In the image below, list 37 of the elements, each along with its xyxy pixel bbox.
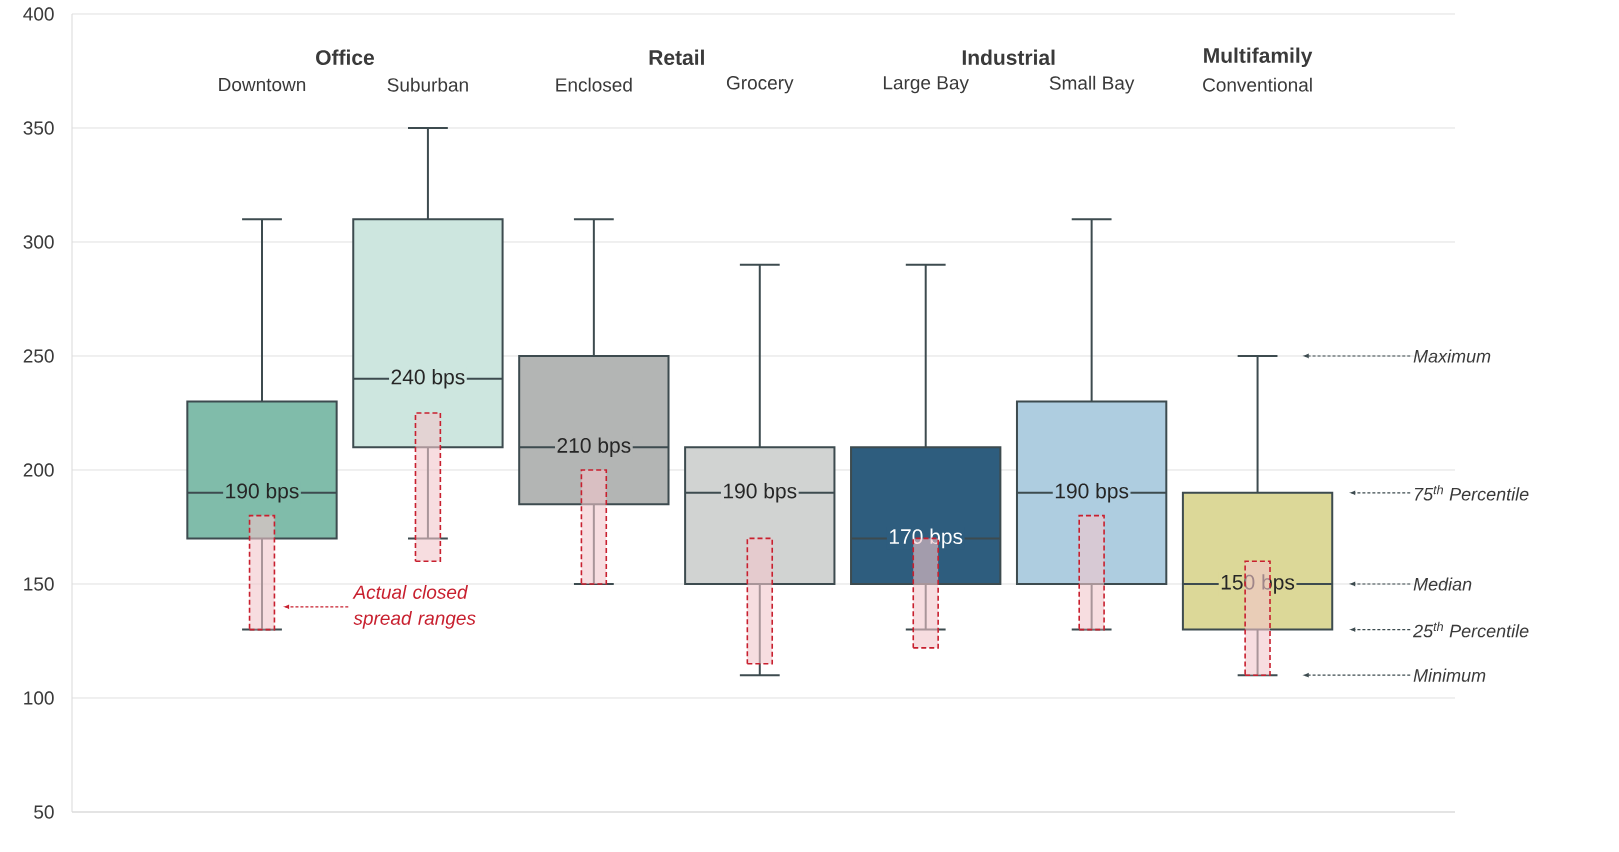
bar [746,537,774,665]
bar [1078,514,1105,631]
annotation: Multifamily [1204,47,1313,68]
annotation: Industrial [962,49,1055,66]
annotation: Retail [649,49,704,66]
x-tick-label: Enclosed [556,77,632,92]
legend-label: Actual closed spread ranges [352,584,476,629]
y-tick-label: 250 [23,349,54,363]
bar [414,412,442,562]
annotation: Office [316,49,374,66]
bar [248,514,276,631]
annotation: 190 bps [1055,483,1129,503]
annotation: 25$^{th}$ Percentile [1412,621,1529,638]
annotation: 170 bps [889,528,963,549]
x-tick-label: Grocery [726,76,794,94]
annotation: 190 bps [226,483,299,503]
x-tick-label: Small Bay [1049,75,1135,94]
y-tick-label: 400 [23,7,54,21]
annotation: 75$^{th}$ Percentile [1414,485,1529,501]
annotation: 240 bps [391,369,465,389]
y-tick-label: 200 [23,463,54,477]
y-tick-label: 350 [23,121,54,135]
annotation: 150 bps [1221,574,1295,594]
x-tick-label: Suburban [387,77,468,92]
y-tick-label: 50 [34,805,54,819]
x-tick-label: Downtown [219,78,306,92]
annotation: 210 bps [557,437,631,457]
y-tick-label: 100 [24,691,54,705]
y-tick-label: 300 [23,235,54,249]
annotation: Maximum [1413,349,1491,363]
annotation: Median [1413,577,1472,591]
x-tick-label: Large Bay [883,76,969,94]
annotation: 190 bps [724,483,797,503]
y-tick-label: 150 [24,577,54,591]
annotation: Minimum [1413,668,1486,682]
bar [580,469,608,585]
x-tick-label: Conventional [1203,77,1312,92]
